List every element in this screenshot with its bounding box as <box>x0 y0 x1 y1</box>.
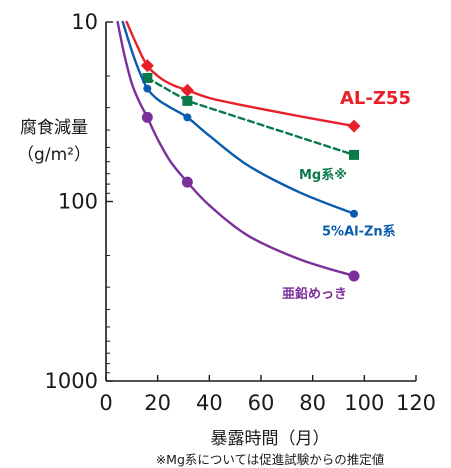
data-point-alz55 <box>140 59 154 73</box>
data-point-zinc <box>141 111 153 123</box>
x-axis-title: 暴露時間（月） <box>211 429 330 449</box>
data-point-mg <box>142 72 153 83</box>
data-point-alzn <box>350 209 358 218</box>
series-line-zinc <box>116 20 356 278</box>
data-point-zinc <box>348 270 360 282</box>
labels: 腐食減量 （g/m²） 暴露時間（月） ※Mg系については促進試験からの推定値 <box>17 118 384 467</box>
x-tick-label: 100 <box>344 391 384 415</box>
data-point-alzn <box>143 84 152 93</box>
x-tick-label: 120 <box>396 391 436 415</box>
series-line-alz55 <box>125 20 356 128</box>
x-tick-label: 60 <box>248 391 275 415</box>
series-line-alzn <box>121 20 356 215</box>
x-tick-label: 40 <box>196 391 223 415</box>
data-point-alz55 <box>180 83 194 97</box>
series-label-alzn: 5%Al-Zn系 <box>322 224 396 240</box>
y-axis-unit: （g/m²） <box>17 145 91 165</box>
x-tick-label: 0 <box>99 391 112 415</box>
x-tick-label: 80 <box>299 391 326 415</box>
data-point-alzn <box>183 113 192 122</box>
series-label-mg: Mg系※ <box>299 167 347 183</box>
y-tick-label: 100 <box>58 190 98 214</box>
series-line-mg <box>146 76 356 157</box>
data-point-alz55 <box>347 119 361 133</box>
y-tick-label: 10 <box>71 10 98 34</box>
data-point-zinc <box>181 176 193 188</box>
series-label-alz55: AL-Z55 <box>340 88 411 109</box>
y-axis-title: 腐食減量 <box>20 118 88 138</box>
data-point-mg <box>349 149 359 160</box>
footnote: ※Mg系については促進試験からの推定値 <box>156 452 385 467</box>
x-tick-label: 20 <box>144 391 171 415</box>
series-label-zinc: 亜鉛めっき <box>282 286 347 302</box>
data-point-mg <box>182 95 193 106</box>
y-tick-label: 1000 <box>45 369 98 393</box>
